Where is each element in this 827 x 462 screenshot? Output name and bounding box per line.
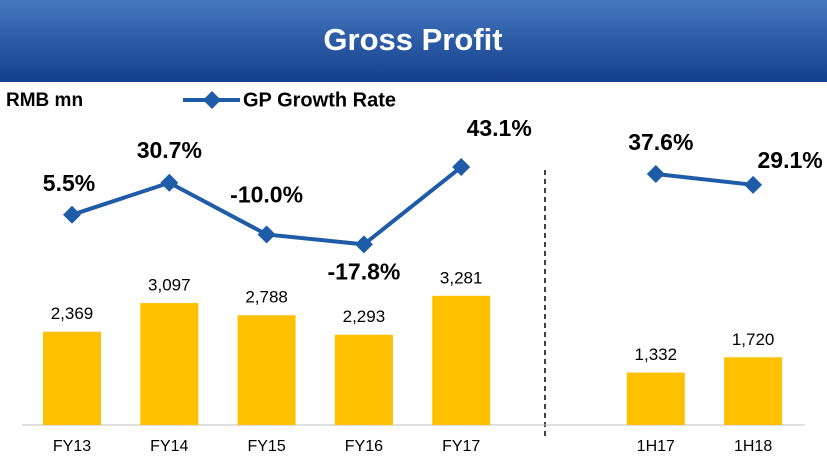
bar	[43, 331, 101, 425]
bar-value-label: 1,332	[635, 345, 678, 364]
line-marker	[257, 225, 276, 244]
bar-value-label: 2,788	[245, 288, 288, 307]
line-value-label: -10.0%	[230, 182, 303, 208]
bar	[626, 372, 685, 425]
bar	[334, 334, 393, 425]
legend-label: GP Growth Rate	[243, 89, 396, 111]
line-marker	[646, 165, 665, 184]
bar	[140, 303, 199, 425]
line-value-label: 43.1%	[467, 115, 532, 141]
bar-value-label: 2,293	[343, 307, 386, 326]
line-value-label: 29.1%	[757, 147, 822, 173]
chart-title: Gross Profit	[323, 22, 502, 57]
legend-marker	[203, 91, 221, 109]
line-marker	[160, 173, 179, 192]
line-value-label: 37.6%	[628, 129, 693, 155]
line-marker	[354, 235, 373, 254]
line	[71, 165, 754, 247]
x-tick-label: 1H18	[734, 438, 772, 455]
line-value-label: -17.8%	[327, 258, 400, 284]
line-marker	[63, 205, 81, 224]
x-tick-label: FY15	[247, 438, 285, 455]
line-value-label: 30.7%	[137, 137, 202, 163]
x-tick-label: FY17	[442, 438, 480, 455]
bar-value-label: 3,097	[148, 276, 191, 295]
x-tick-label: FY14	[150, 438, 188, 455]
header-bar	[0, 0, 827, 82]
bar-value-label: 1,720	[732, 330, 775, 349]
line-value-label: 5.5%	[43, 170, 95, 196]
line-marker	[744, 175, 763, 194]
y-axis-label: RMB mn	[6, 90, 83, 111]
bar	[724, 357, 783, 425]
x-tick-label: FY13	[53, 438, 91, 455]
bar-value-label: 3,281	[440, 268, 483, 287]
bar-value-label: 2,369	[51, 304, 94, 323]
x-tick-label: FY16	[345, 438, 383, 455]
bar	[237, 315, 296, 425]
x-tick-label: 1H17	[637, 438, 675, 455]
bar	[432, 295, 491, 425]
line-marker	[452, 158, 471, 177]
